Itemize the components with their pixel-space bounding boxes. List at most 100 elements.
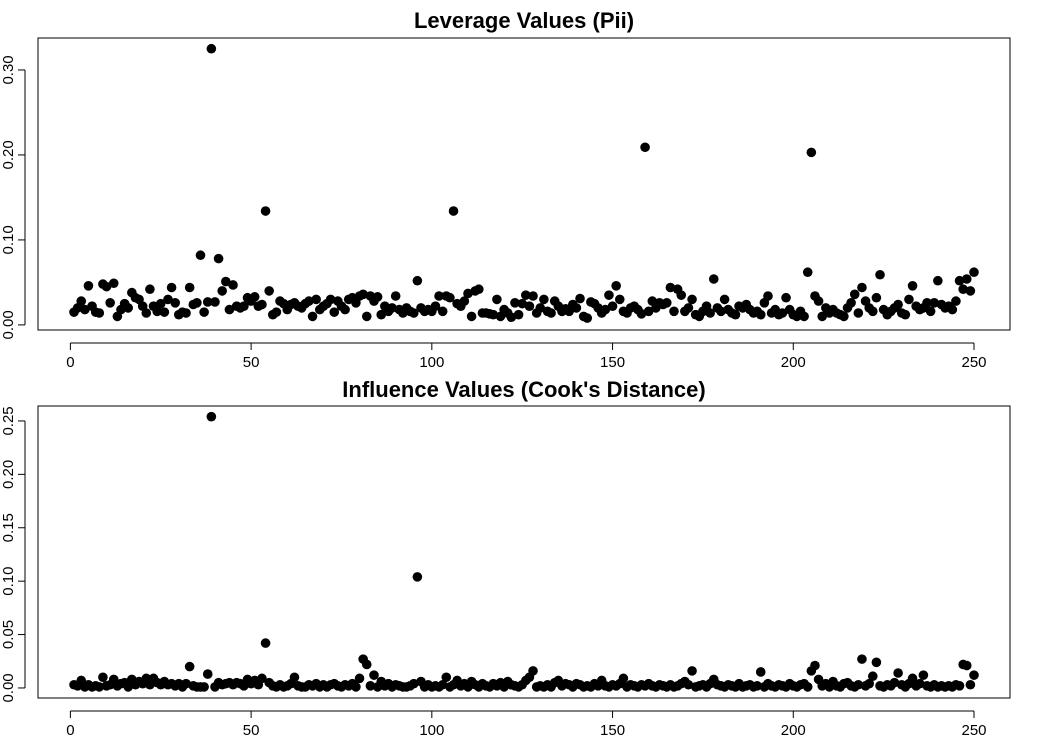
point [636,309,647,319]
point [867,306,878,317]
point [907,673,918,684]
point [239,301,249,312]
point [408,308,419,318]
point [643,306,654,317]
point [853,679,864,690]
point [361,659,372,670]
x-tick-label: 200 [781,354,806,371]
point [184,661,195,672]
point [271,307,282,317]
point [777,308,788,318]
point [665,282,676,293]
point [640,142,650,153]
point [716,306,726,317]
point [195,250,206,261]
point [304,296,314,306]
point [611,281,621,291]
point [857,282,867,293]
point [969,267,979,278]
x-tick-label: 50 [243,354,260,371]
point [311,294,321,305]
point [459,296,470,306]
point [76,296,87,306]
point [437,306,448,317]
y-tick-label: 0.15 [0,513,17,542]
point [123,303,134,313]
point [257,673,267,684]
point [575,293,585,304]
point [817,311,827,322]
point [506,312,517,323]
point [159,307,170,317]
point [929,298,940,308]
point [918,670,929,680]
point [430,301,441,312]
point [340,304,350,315]
point [958,284,968,295]
point [358,289,368,300]
point [264,286,274,296]
point [614,294,625,305]
point [893,668,903,678]
y-tick-label: 0.10 [0,567,17,596]
point [867,671,878,682]
point [101,281,112,292]
point [213,253,224,264]
point [965,679,976,690]
point [437,679,448,690]
point [813,296,824,306]
x-tick-label: 250 [961,722,986,738]
point [546,308,556,318]
point [582,313,593,323]
point [618,673,629,684]
point [98,672,108,683]
point [535,303,546,313]
x-tick-label: 150 [600,354,625,371]
point [925,306,936,317]
point [513,309,524,320]
x-tick-label: 200 [781,722,806,738]
point [105,298,115,308]
x-tick-label: 50 [243,722,260,738]
plot-frame [37,405,1011,699]
point [954,681,965,691]
point [192,298,202,308]
point [524,301,535,312]
y-tick-label: 0.00 [0,673,17,702]
point [687,666,697,676]
point [839,311,849,322]
point [871,657,882,668]
point [412,275,423,286]
point [914,678,925,689]
point [108,278,119,289]
point [947,304,958,315]
point [445,292,455,303]
chart-title: Leverage Values (Pii) [414,8,634,33]
point [755,309,766,320]
point [181,308,191,318]
point [199,307,209,317]
point [492,294,502,305]
chart-title: Influence Values (Cook's Distance) [342,377,705,402]
point [763,291,773,301]
point [517,298,527,309]
point [228,280,238,290]
point [961,660,972,671]
x-tick-label: 0 [66,722,74,738]
point [571,303,582,313]
point [705,308,715,318]
point [210,297,220,307]
point [961,274,972,284]
point [145,284,155,295]
point [372,292,383,302]
point [369,670,379,680]
point [94,308,105,318]
point [408,678,419,689]
point [802,267,813,278]
point [510,298,520,308]
x-tick-label: 250 [961,354,986,371]
point [170,298,181,308]
point [94,682,105,692]
